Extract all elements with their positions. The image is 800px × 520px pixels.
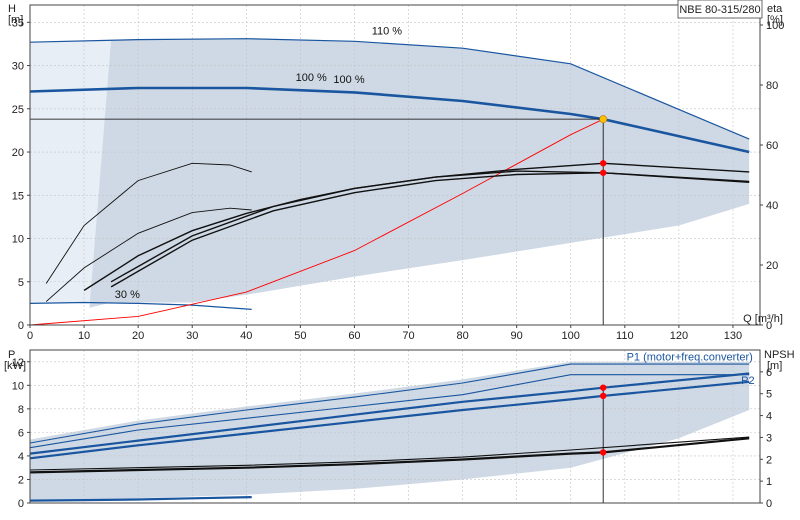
y-right-tick-label: 20 [766, 260, 778, 272]
power-series-line-6 [29, 496, 252, 502]
y-tick-label: 20 [12, 147, 24, 159]
npsh-tick-label: 5 [766, 389, 772, 401]
x-tick-label: 130 [724, 330, 742, 342]
series-line-1 [29, 86, 750, 154]
p-axis-label: P [8, 349, 15, 361]
operating-range-light [30, 39, 112, 304]
x-tick-label: 20 [132, 330, 144, 342]
x-tick-label: 80 [456, 330, 468, 342]
y-tick-label: 0 [18, 320, 24, 332]
y-tick-label: 10 [12, 234, 24, 246]
x-tick-label: 30 [186, 330, 198, 342]
series-line-3 [29, 118, 604, 326]
top-plot-frame [29, 4, 761, 326]
p-tick-label: 12 [12, 357, 24, 369]
curve-label-1: 100 % [296, 72, 327, 84]
npsh-axis-label: NPSH [764, 349, 795, 361]
x-tick-label: 50 [294, 330, 306, 342]
head-efficiency-panel: 0 10 20 30 40 50 60 70 80 90 100 110 120 130 0 5 10 15 20 2… [8, 0, 784, 342]
power-series-line-3 [29, 374, 750, 449]
series-line-5 [110, 172, 750, 288]
power-series-line-4 [29, 437, 750, 474]
power-series-line-1 [29, 380, 750, 460]
x-tick-label: 60 [348, 330, 360, 342]
y-axis-unit: [m] [8, 14, 23, 26]
power-operating-marker-0 [599, 384, 607, 391]
x-tick-label: 10 [78, 330, 90, 342]
power-series-line-2 [29, 363, 750, 444]
y-right-tick-label: 0 [766, 320, 772, 332]
npsh-tick-label: 6 [766, 367, 772, 379]
series-line-2 [29, 301, 252, 310]
x-tick-label: 110 [616, 330, 634, 342]
model-label-box [677, 0, 763, 19]
curve-label-0: 110 % [372, 25, 403, 37]
x-tick-label: 100 [562, 330, 580, 342]
npsh-axis-unit: [m] [767, 360, 782, 372]
operating-marker-0 [599, 160, 607, 167]
y-tick-label: 25 [12, 104, 24, 116]
y-right-axis-unit: [%] [767, 14, 783, 26]
p-tick-label: 8 [18, 404, 24, 416]
npsh-tick-label: 1 [766, 476, 772, 488]
x-tick-label: 40 [240, 330, 252, 342]
y-right-tick-label: 100 [766, 20, 784, 32]
y-right-tick-label: 60 [766, 140, 778, 152]
y-tick-label: 5 [18, 277, 24, 289]
npsh-tick-label: 4 [766, 411, 772, 423]
x-axis-label: Q [m³/h] [743, 313, 783, 325]
power-series-line-0 [29, 372, 750, 455]
power-operating-marker-1 [599, 392, 607, 400]
power-series-line-5 [29, 436, 750, 471]
x-tick-label: 0 [27, 330, 33, 342]
x-tick-label: 70 [402, 330, 414, 342]
npsh-tick-label: 3 [766, 432, 772, 444]
p-axis-unit: [kW] [4, 360, 26, 372]
operating-point-marker [599, 115, 608, 124]
bottom-plot-frame [29, 349, 761, 504]
series-line-7 [45, 207, 252, 302]
y-right-tick-label: 40 [766, 200, 778, 212]
series-line-0 [29, 38, 750, 140]
power-curve-label-1: P2 [741, 375, 754, 387]
x-tick-label: 120 [670, 330, 688, 342]
p-tick-label: 6 [18, 427, 24, 439]
power-curve-label-0: P1 (motor+freq.converter) [627, 352, 753, 364]
npsh-tick-label: 2 [766, 454, 772, 466]
p-tick-label: 2 [18, 474, 24, 486]
series-line-8 [45, 162, 252, 284]
y-tick-label: 15 [12, 190, 24, 202]
x-tick-label: 90 [511, 330, 523, 342]
p-tick-label: 0 [18, 498, 24, 510]
p-tick-label: 10 [12, 380, 24, 392]
curve-label-2: 100 % [333, 74, 364, 86]
y-tick-label: 30 [12, 61, 24, 73]
p-tick-label: 4 [18, 451, 24, 463]
model-label: NBE 80-315/280 [679, 4, 760, 16]
curve-label-3: 30 % [115, 289, 140, 301]
operating-marker-1 [599, 169, 607, 176]
y-tick-label: 35 [12, 17, 24, 29]
operating-range-band [89, 38, 750, 308]
y-right-tick-label: 80 [766, 80, 778, 92]
y-right-axis-label: eta [767, 3, 783, 15]
y-axis-label: H [8, 3, 16, 15]
power-operating-marker-2 [599, 449, 607, 456]
npsh-tick-label: 0 [766, 498, 772, 510]
series-line-6 [83, 162, 750, 291]
